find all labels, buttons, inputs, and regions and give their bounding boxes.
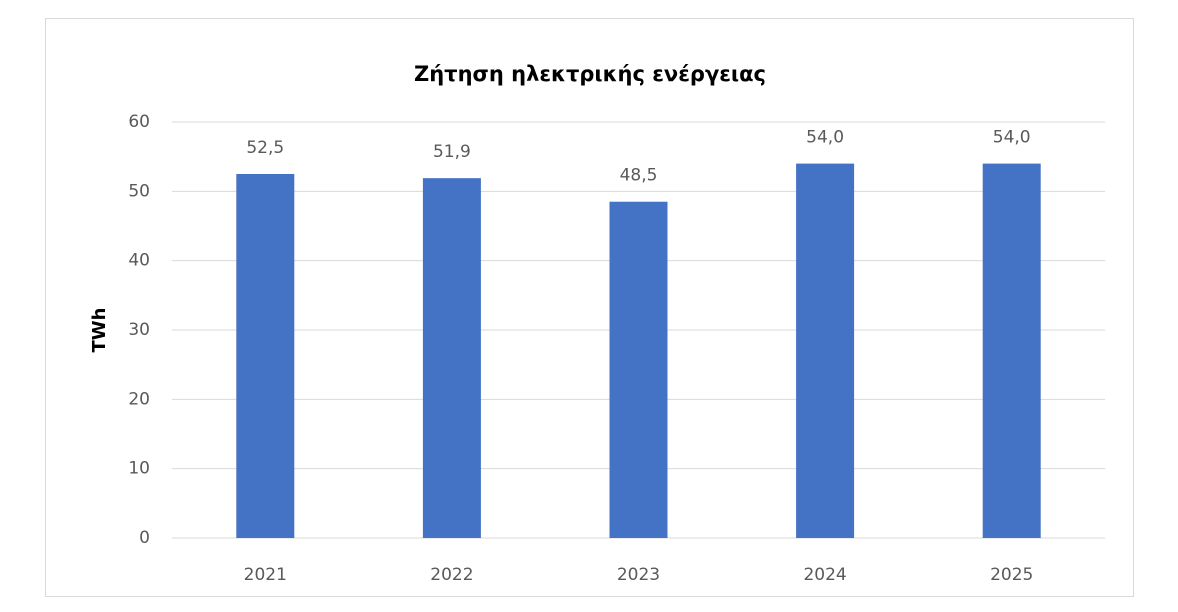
y-tick-label: 30 — [128, 320, 150, 340]
y-axis-label: TWh — [89, 308, 110, 353]
bar — [982, 163, 1041, 538]
y-tick-label: 0 — [139, 528, 150, 548]
y-tick-label: 50 — [128, 181, 150, 201]
bar — [422, 178, 481, 538]
value-label: 52,5 — [246, 138, 284, 158]
x-tick-label: 2023 — [617, 565, 660, 585]
chart-title: Ζήτηση ηλεκτρικής ενέργειας — [414, 62, 766, 86]
x-tick-label: 2021 — [244, 565, 287, 585]
value-label: 54,0 — [993, 128, 1031, 148]
value-label: 48,5 — [620, 166, 658, 186]
value-label: 54,0 — [806, 128, 844, 148]
y-tick-label: 20 — [128, 389, 150, 409]
x-tick-label: 2022 — [430, 565, 473, 585]
chart-border — [45, 18, 1134, 597]
x-tick-label: 2024 — [803, 565, 846, 585]
y-tick-label: 10 — [128, 459, 150, 479]
value-label: 51,9 — [433, 142, 471, 162]
bar — [609, 201, 668, 538]
x-tick-label: 2025 — [990, 565, 1033, 585]
bar — [236, 174, 295, 538]
y-tick-label: 60 — [128, 112, 150, 132]
y-tick-label: 40 — [128, 251, 150, 271]
bar — [796, 163, 855, 538]
